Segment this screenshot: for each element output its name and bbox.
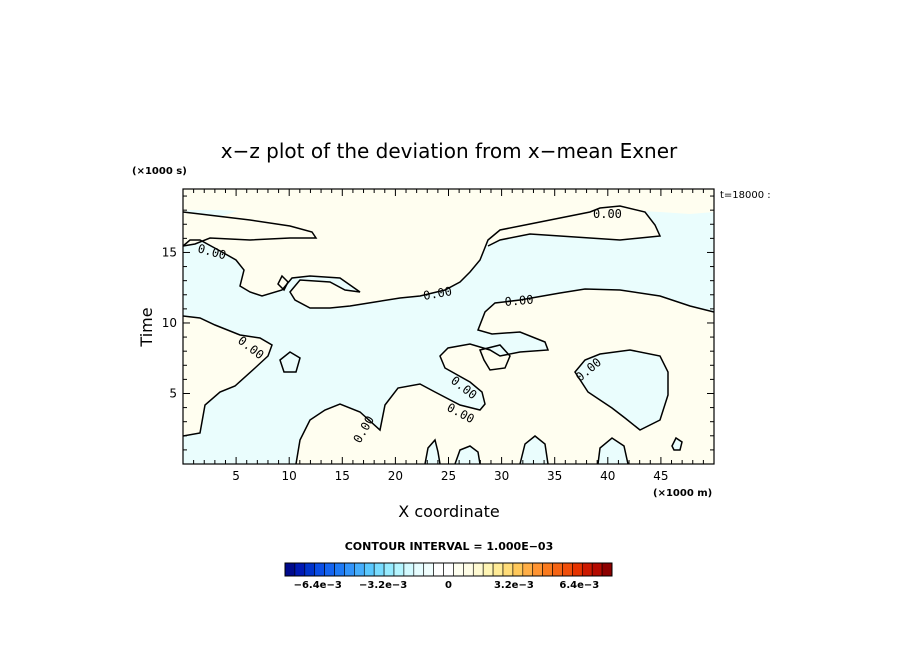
colorbar-cell [562,562,573,577]
contour-line [183,211,318,247]
colorbar-cell [324,562,335,577]
contour-line [597,437,629,464]
x-tick-label: 45 [653,469,668,483]
y-tick-label: 15 [162,245,177,259]
contour-label: 0.00 [504,293,534,309]
colorbar-cell [304,562,316,577]
contour-line [574,349,669,431]
colorbar-cell [393,562,405,577]
colorbar-cell [363,562,375,577]
x-unit-label: (×1000 m) [653,488,712,499]
colorbar-tick-label: −3.2e−3 [359,580,407,591]
colorbar-cell [591,562,603,577]
positive-islands [183,189,714,308]
contour-line [295,288,714,464]
colorbar-tick-label: 0 [445,580,452,591]
contour-label: 0.00 [422,284,453,303]
colorbar-cell [284,562,296,577]
contour-line [277,274,289,292]
colorbar-cell [572,562,583,577]
y-tick-labels: 5 10 15 [162,245,177,400]
x-tick-label: 10 [282,469,297,483]
contour-line [478,344,511,371]
plot-area [182,188,715,465]
colorbar [284,562,613,577]
colorbar-cell [522,562,534,577]
colorbar-tick-label: 3.2e−3 [494,580,534,591]
colorbar-cell [532,562,543,577]
x-tick-labels: 5 10 15 20 25 30 35 40 45 [232,469,668,483]
colorbar-cell [502,562,514,577]
contour-lines [183,205,714,464]
colorbar-tick-label: −6.4e−3 [294,580,342,591]
colorbar-cell [433,562,444,577]
colorbar-cell [383,562,395,577]
colorbar-cell [453,562,464,577]
negative-region-right [575,350,668,430]
axis-ticks [183,189,714,464]
x-tick-label: 40 [600,469,615,483]
x-tick-label: 15 [335,469,350,483]
colorbar-cell [463,562,474,577]
contour-line [183,205,662,309]
y-tick-label: 10 [162,316,177,330]
colorbar-cell [314,562,325,577]
colorbar-cell [334,562,345,577]
colorbar-cell [413,562,425,577]
x-tick-label: 35 [547,469,562,483]
y-unit-label: (×1000 s) [132,166,187,177]
contour-line [279,351,301,373]
contour-line [671,436,683,451]
time-stamp: t=18000 : [720,190,771,201]
colorbar-cell [472,562,484,577]
contour-interval-label: CONTOUR INTERVAL = 1.000E−03 [345,540,554,553]
colorbar-cell [512,562,524,577]
colorbar-cell [344,562,355,577]
colorbar-cell [581,562,593,577]
x-tick-label: 25 [441,469,456,483]
colorbar-cell [373,562,385,577]
colorbar-cell [294,562,306,577]
colorbar-frame [284,562,613,577]
x-tick-label: 5 [232,469,240,483]
negative-region-bottom-2 [455,446,480,464]
colorbar-cell [601,562,613,577]
colorbar-cell [403,562,415,577]
x-axis-label: X coordinate [398,502,499,521]
positive-region-top-middle [183,189,714,308]
colorbar-cell [443,562,454,577]
colorbar-cell [492,562,504,577]
x-tick-label: 20 [388,469,403,483]
colorbar-tick-label: 6.4e−3 [559,580,599,591]
contour-line [454,445,481,464]
contour-line [183,315,273,437]
colorbar-cell [552,562,563,577]
contour-label: 0.00 [593,207,622,221]
chart-title: x−z plot of the deviation from x−mean Ex… [221,139,678,163]
colorbar-labels: −6.4e−3 −3.2e−3 0 3.2e−3 6.4e−3 [294,580,600,591]
y-axis-label: Time [137,307,156,347]
y-tick-label: 5 [169,386,177,400]
contour-line [424,438,441,464]
colorbar-cell [482,562,494,577]
x-tick-label: 30 [494,469,509,483]
colorbar-cell [354,562,365,577]
positive-region-top-right [488,206,660,246]
contour-line [519,435,549,464]
colorbar-cell [542,562,553,577]
colorbar-cell [423,562,434,577]
